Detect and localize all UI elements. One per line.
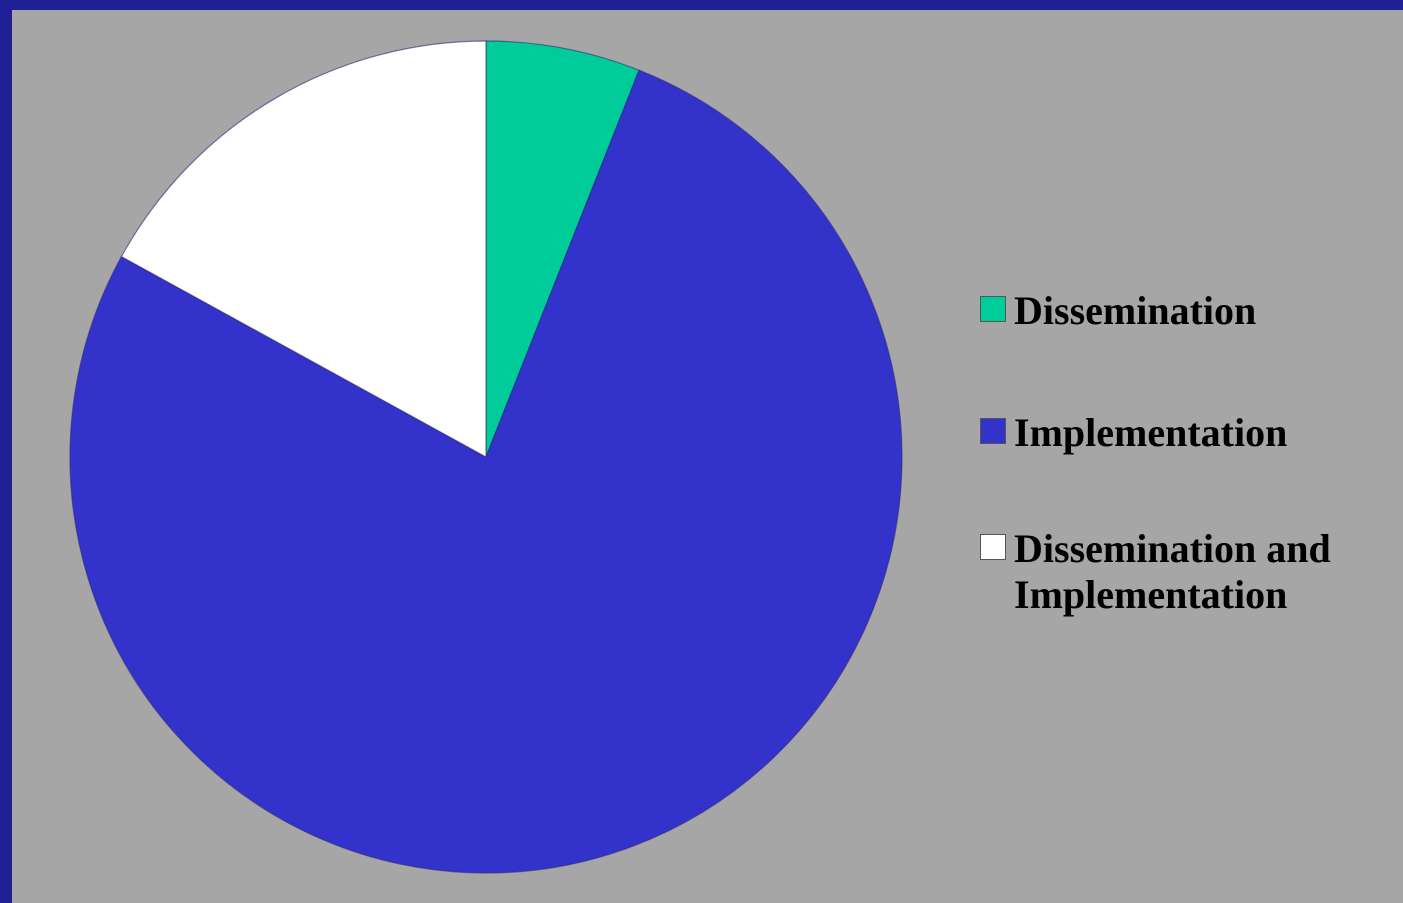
pie-slices — [69, 40, 903, 874]
legend-swatch-dissemination — [980, 296, 1006, 322]
pie-slice-dissemination-and-implementation — [120, 40, 487, 459]
legend-label-line-2: Implementation — [1014, 572, 1288, 617]
legend-swatch-dissemination-and-implementation — [980, 534, 1006, 560]
legend-label-implementation: Implementation — [1014, 410, 1288, 455]
legend-swatch-implementation — [980, 418, 1006, 444]
pie-slice-dissemination — [485, 40, 640, 458]
legend-label-line-1: Dissemination and — [1014, 526, 1331, 571]
pie-slice-implementation — [69, 69, 903, 874]
legend-label-dissemination-and-implementation: Dissemination and Implementation — [1014, 526, 1403, 618]
legend-label-dissemination: Dissemination — [1014, 288, 1257, 333]
